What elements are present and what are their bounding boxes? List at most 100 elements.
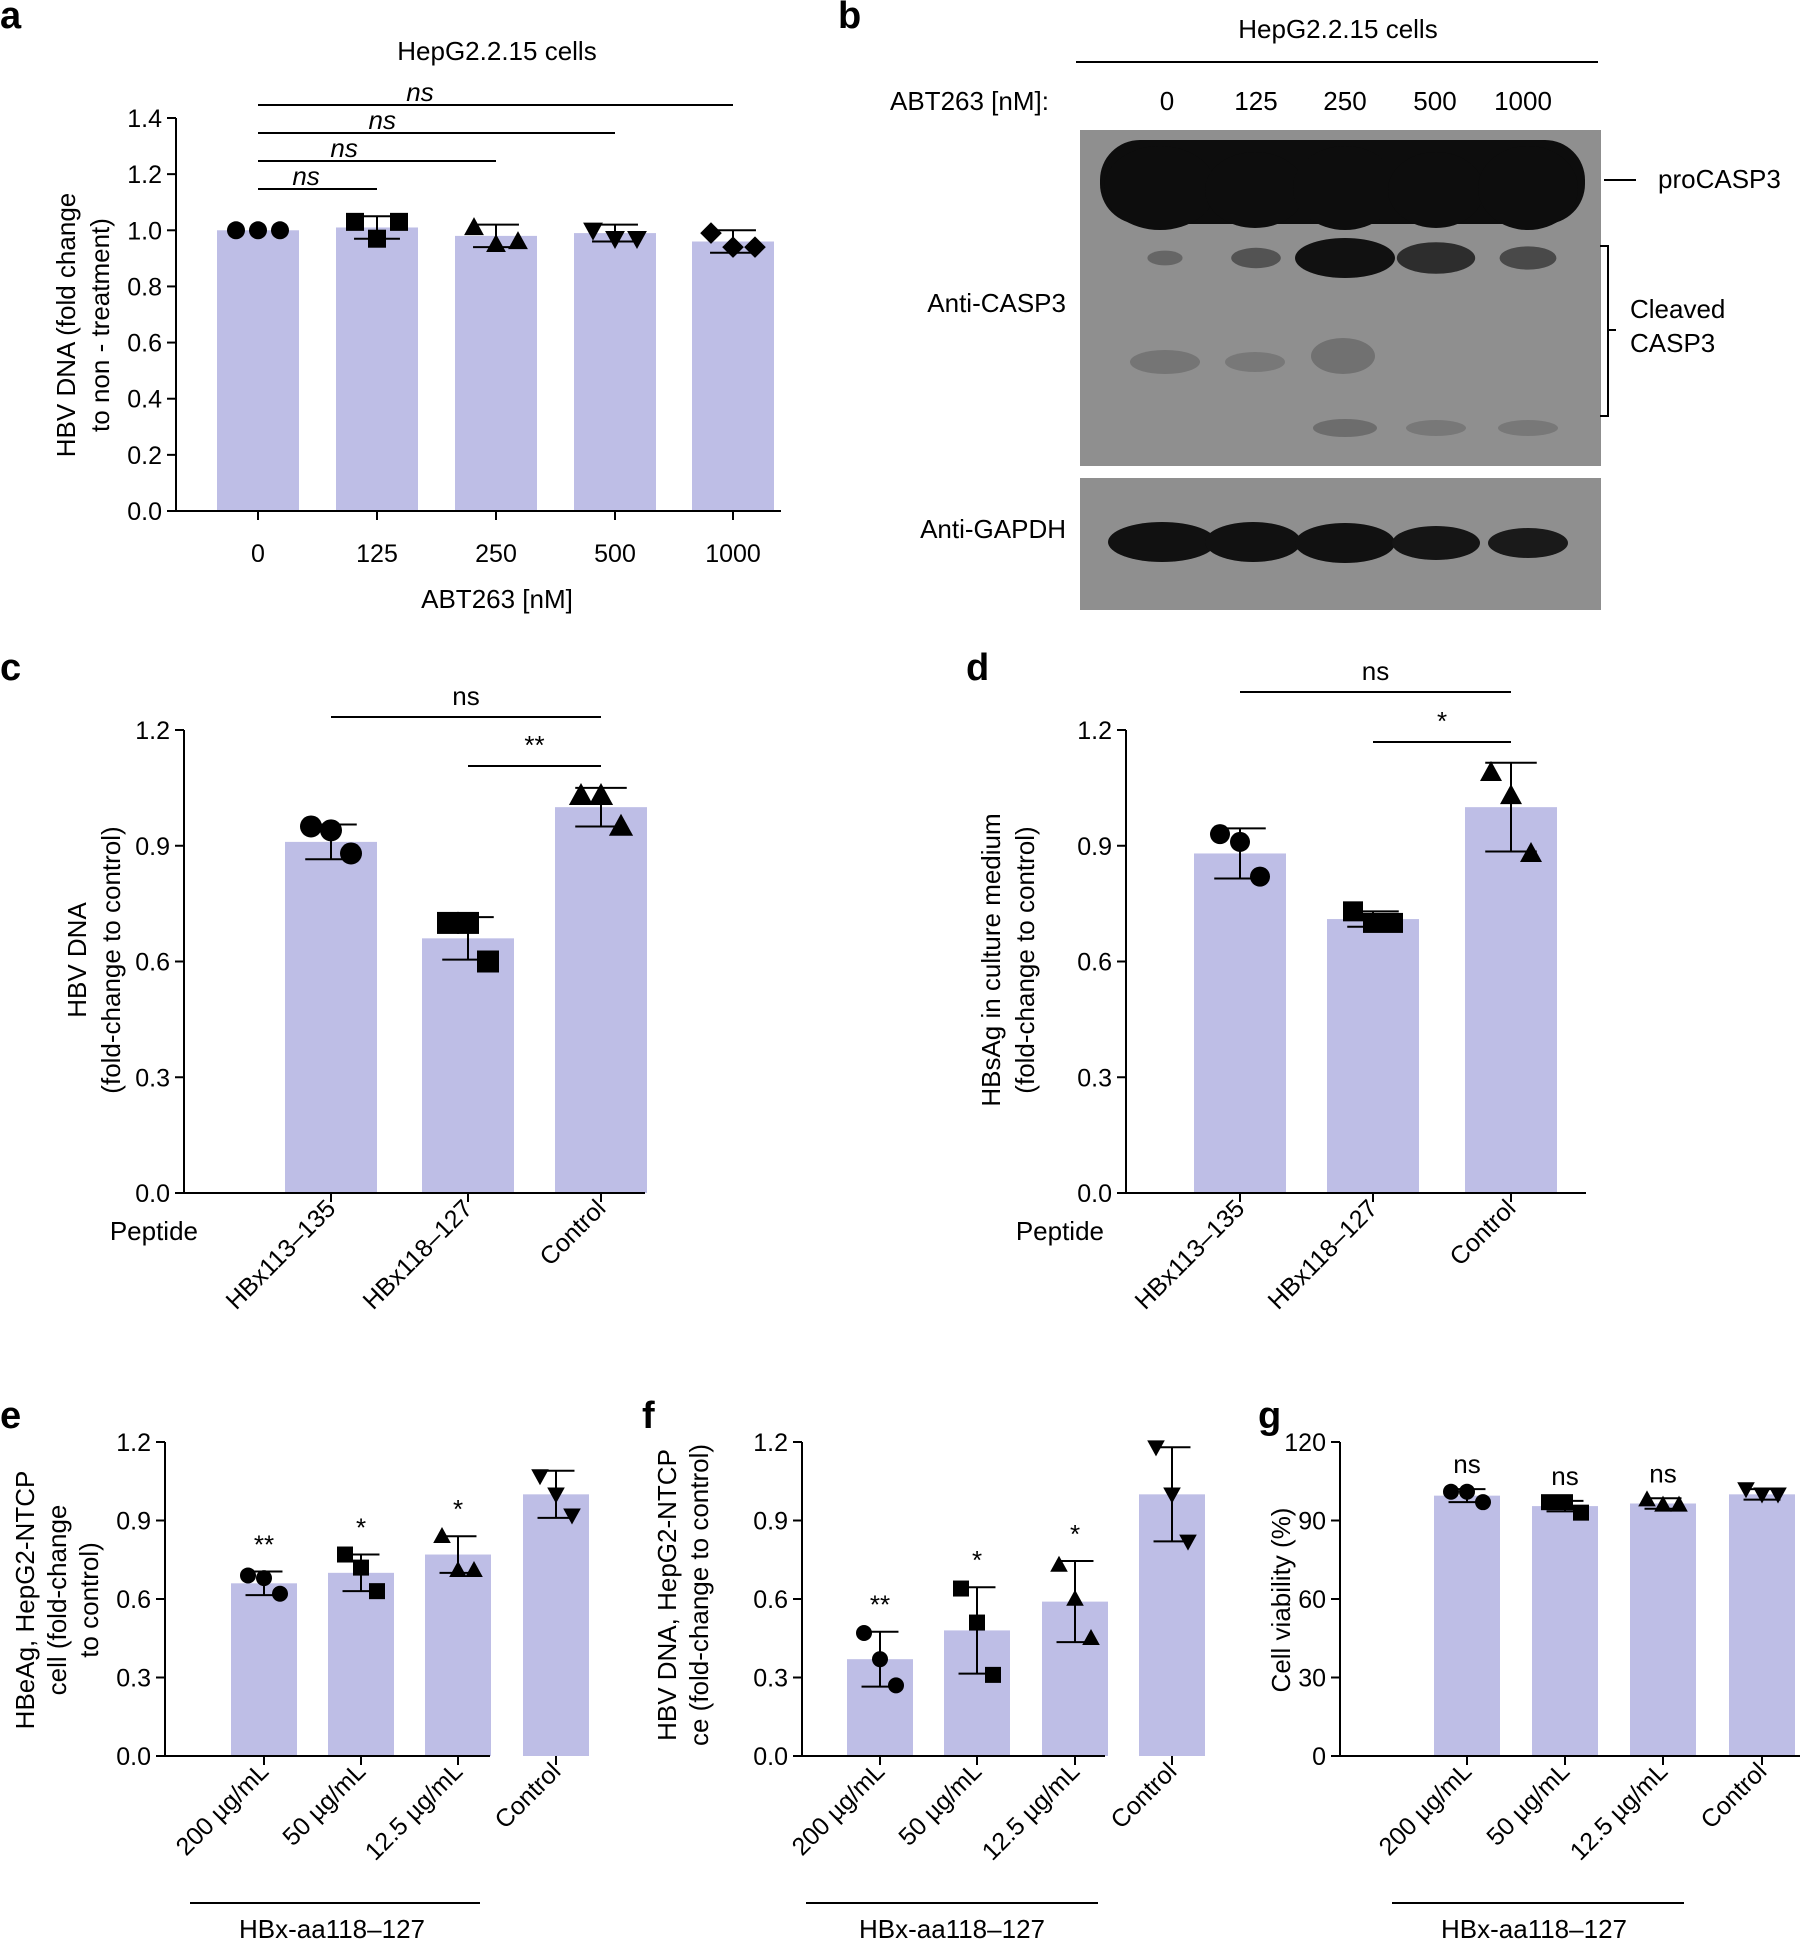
- x-tick-label: 50 µg/mL: [893, 1757, 987, 1851]
- data-point: [872, 1651, 888, 1668]
- significance-label: *: [453, 1494, 463, 1524]
- chart-panel-f: HBV DNA, HepG2-NTCP ce (fold-change to c…: [652, 1429, 1205, 1940]
- data-point: [583, 222, 603, 241]
- group-label: HBx-aa118–127: [859, 1914, 1045, 1940]
- y-tick-label: 0.6: [116, 1586, 151, 1614]
- y-tick-label: 1.2: [135, 717, 170, 745]
- x-tick-label: HBx113–135: [1130, 1194, 1251, 1315]
- y-axis-label-line-2: to non - treatment): [85, 218, 115, 432]
- data-point: [888, 1677, 904, 1694]
- data-point: [1480, 760, 1502, 781]
- y-tick-label: 1.2: [1077, 717, 1112, 745]
- chart-title: HepG2.2.15 cells: [397, 36, 596, 66]
- data-point: [1737, 1482, 1755, 1499]
- faint-band: [1498, 420, 1558, 436]
- bar: [1729, 1494, 1795, 1756]
- data-point: [1210, 824, 1230, 845]
- chart-panel-d: Peptide HBsAg in culture medium (fold-ch…: [976, 656, 1586, 1315]
- significance-label: **: [870, 1590, 890, 1620]
- y-axis-label-line-1: HBsAg in culture medium: [976, 813, 1006, 1106]
- x-tick-label: 500: [594, 540, 636, 568]
- cleaved-label-line-2: CASP3: [1630, 328, 1715, 358]
- bar: [217, 230, 299, 512]
- data-point: [1230, 831, 1250, 852]
- data-point: [1753, 1487, 1771, 1504]
- data-point: [240, 1567, 256, 1584]
- y-tick-label: 0.3: [116, 1665, 151, 1693]
- y-axis-label-line-1: HBV DNA: [62, 902, 92, 1018]
- group-label: HBx-aa118–127: [239, 1914, 425, 1940]
- data-point: [337, 1546, 353, 1563]
- y-tick-label: 0.0: [127, 498, 162, 526]
- bar: [231, 1583, 297, 1756]
- significance-label: **: [254, 1530, 274, 1560]
- data-point: [1670, 1495, 1688, 1512]
- bar: [574, 233, 656, 512]
- panel-letter-f: f: [642, 1395, 655, 1437]
- x-tick-label: 12.5 µg/mL: [360, 1757, 469, 1866]
- data-point: [588, 782, 614, 805]
- x-tick-label: 12.5 µg/mL: [1565, 1757, 1674, 1866]
- group-label: HBx-aa118–127: [1441, 1914, 1627, 1940]
- data-point: [969, 1614, 985, 1631]
- data-point: [985, 1666, 1001, 1683]
- significance-label: ns: [1453, 1449, 1480, 1479]
- blot-lane-label: 0: [1160, 86, 1174, 116]
- y-tick-label: 0: [1312, 1743, 1326, 1771]
- data-point: [1475, 1494, 1491, 1511]
- y-tick-label: 1.4: [127, 105, 162, 133]
- y-axis-label-line-2: (fold-change to control): [1010, 826, 1040, 1093]
- bar: [1194, 853, 1286, 1193]
- chart-panel-g: Cell viability (%) HBx-aa118–127 0 30 60 90…: [1266, 1429, 1800, 1940]
- gapdh-band: [1295, 523, 1395, 563]
- data-point: [477, 950, 499, 973]
- data-point: [1066, 1589, 1084, 1606]
- x-tick-label: 200 µg/mL: [1374, 1757, 1478, 1861]
- data-point: [563, 1508, 581, 1525]
- y-axis-label: Cell viability (%): [1266, 1508, 1296, 1693]
- data-point: [390, 212, 408, 231]
- chart-panel-c: Peptide HBV DNA (fold-change to control)…: [62, 681, 647, 1315]
- data-point: [1163, 1487, 1181, 1504]
- panel-letter-a: a: [0, 0, 22, 37]
- cleaved-casp3-bands: [1147, 238, 1557, 278]
- y-tick-label: 1.2: [127, 161, 162, 189]
- data-point: [700, 222, 722, 244]
- data-point: [433, 1527, 451, 1543]
- y-tick-label: 0.3: [1077, 1064, 1112, 1092]
- data-point: [608, 813, 634, 836]
- panel-letter-e: e: [0, 1395, 21, 1437]
- x-tick-label: 1000: [705, 540, 761, 568]
- significance-label: ns: [369, 105, 396, 135]
- significance-label: *: [356, 1513, 366, 1543]
- y-tick-label: 0.6: [127, 330, 162, 358]
- gapdh-band: [1108, 522, 1216, 562]
- significance-label: ns: [1551, 1461, 1578, 1491]
- cleaved-band: [1147, 250, 1183, 266]
- x-tick-label: Control: [534, 1194, 611, 1271]
- data-point: [465, 1561, 483, 1578]
- y-axis-label-line-1: HBeAg, HepG2-NTCP: [10, 1471, 40, 1730]
- data-point: [368, 229, 386, 248]
- x-tick-label: Control: [1444, 1194, 1521, 1271]
- procasp3-band-lobe: [1388, 152, 1484, 228]
- x-tick-label: 50 µg/mL: [1481, 1757, 1575, 1851]
- data-point: [353, 1559, 369, 1576]
- y-axis-label-line-3: to control): [74, 1542, 104, 1658]
- data-point: [1654, 1495, 1672, 1512]
- western-blot-panel-b: HepG2.2.15 cells ABT263 [nM]: 0 125 250 …: [890, 14, 1781, 610]
- x-axis-label: ABT263 [nM]: [421, 584, 573, 614]
- data-point: [1500, 784, 1522, 805]
- blot-lane-label: 1000: [1494, 86, 1552, 116]
- data-point: [531, 1469, 549, 1486]
- significance-label: *: [972, 1545, 982, 1575]
- faint-band: [1311, 338, 1375, 374]
- x-tick-label: HBx118–127: [1263, 1194, 1384, 1315]
- blot-antibody-label: Anti-CASP3: [927, 288, 1066, 318]
- y-tick-label: 0.2: [127, 442, 162, 470]
- significance-label: ns: [330, 133, 357, 163]
- bar: [336, 227, 418, 511]
- data-point: [1443, 1483, 1459, 1500]
- y-tick-label: 0.3: [135, 1064, 170, 1092]
- data-point: [1363, 912, 1383, 933]
